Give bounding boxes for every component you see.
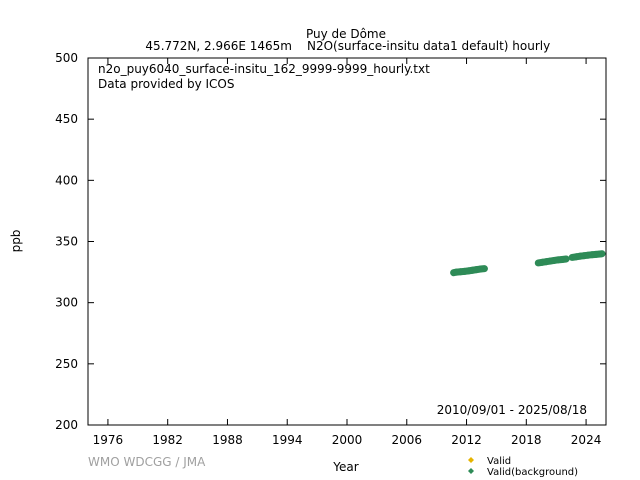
y-axis-label: ppb — [9, 230, 23, 253]
x-axis-label: Year — [332, 460, 358, 474]
data-series — [450, 250, 606, 277]
x-tick-label: 1994 — [272, 433, 303, 447]
data-point — [481, 265, 488, 272]
x-tick-label: 2000 — [332, 433, 363, 447]
credit-text: WMO WDCGG / JMA — [88, 455, 206, 469]
chart-title-station: Puy de Dôme — [306, 27, 386, 41]
x-tick-label: 2012 — [451, 433, 482, 447]
data-point — [599, 250, 606, 257]
x-tick-label: 2018 — [511, 433, 542, 447]
legend-marker-valid — [468, 457, 474, 463]
y-tick-label: 350 — [55, 235, 78, 249]
x-tick-label: 2006 — [391, 433, 422, 447]
y-tick-label: 250 — [55, 357, 78, 371]
annotation-provider: Data provided by ICOS — [98, 77, 234, 91]
x-tick-label: 2024 — [571, 433, 602, 447]
y-tick-label: 300 — [55, 296, 78, 310]
x-axis: 1976 1982 1988 1994 2000 2006 2012 2018 2024 — [93, 58, 602, 447]
y-axis: 200 250 300 350 400 450 500 — [55, 51, 606, 432]
y-tick-label: 500 — [55, 51, 78, 65]
legend-marker-valid-background — [468, 468, 474, 474]
data-point — [563, 255, 570, 262]
y-tick-label: 400 — [55, 173, 78, 187]
annotation-date-range: 2010/09/01 - 2025/08/18 — [437, 403, 587, 417]
legend: Valid Valid(background) — [468, 456, 578, 478]
legend-label-valid: Valid — [487, 456, 511, 467]
y-tick-label: 450 — [55, 112, 78, 126]
y-tick-label: 200 — [55, 418, 78, 432]
x-tick-label: 1982 — [152, 433, 183, 447]
chart-title-dataset: N2O(surface-insitu data1 default) hourly — [307, 39, 550, 53]
annotation-filename: n2o_puy6040_surface-insitu_162_9999-9999… — [98, 62, 430, 76]
x-tick-label: 1976 — [93, 433, 124, 447]
plot-frame — [87, 57, 607, 426]
chart-title-location: 45.772N, 2.966E 1465m — [145, 39, 292, 53]
legend-label-valid-background: Valid(background) — [487, 467, 578, 478]
x-tick-label: 1988 — [212, 433, 243, 447]
